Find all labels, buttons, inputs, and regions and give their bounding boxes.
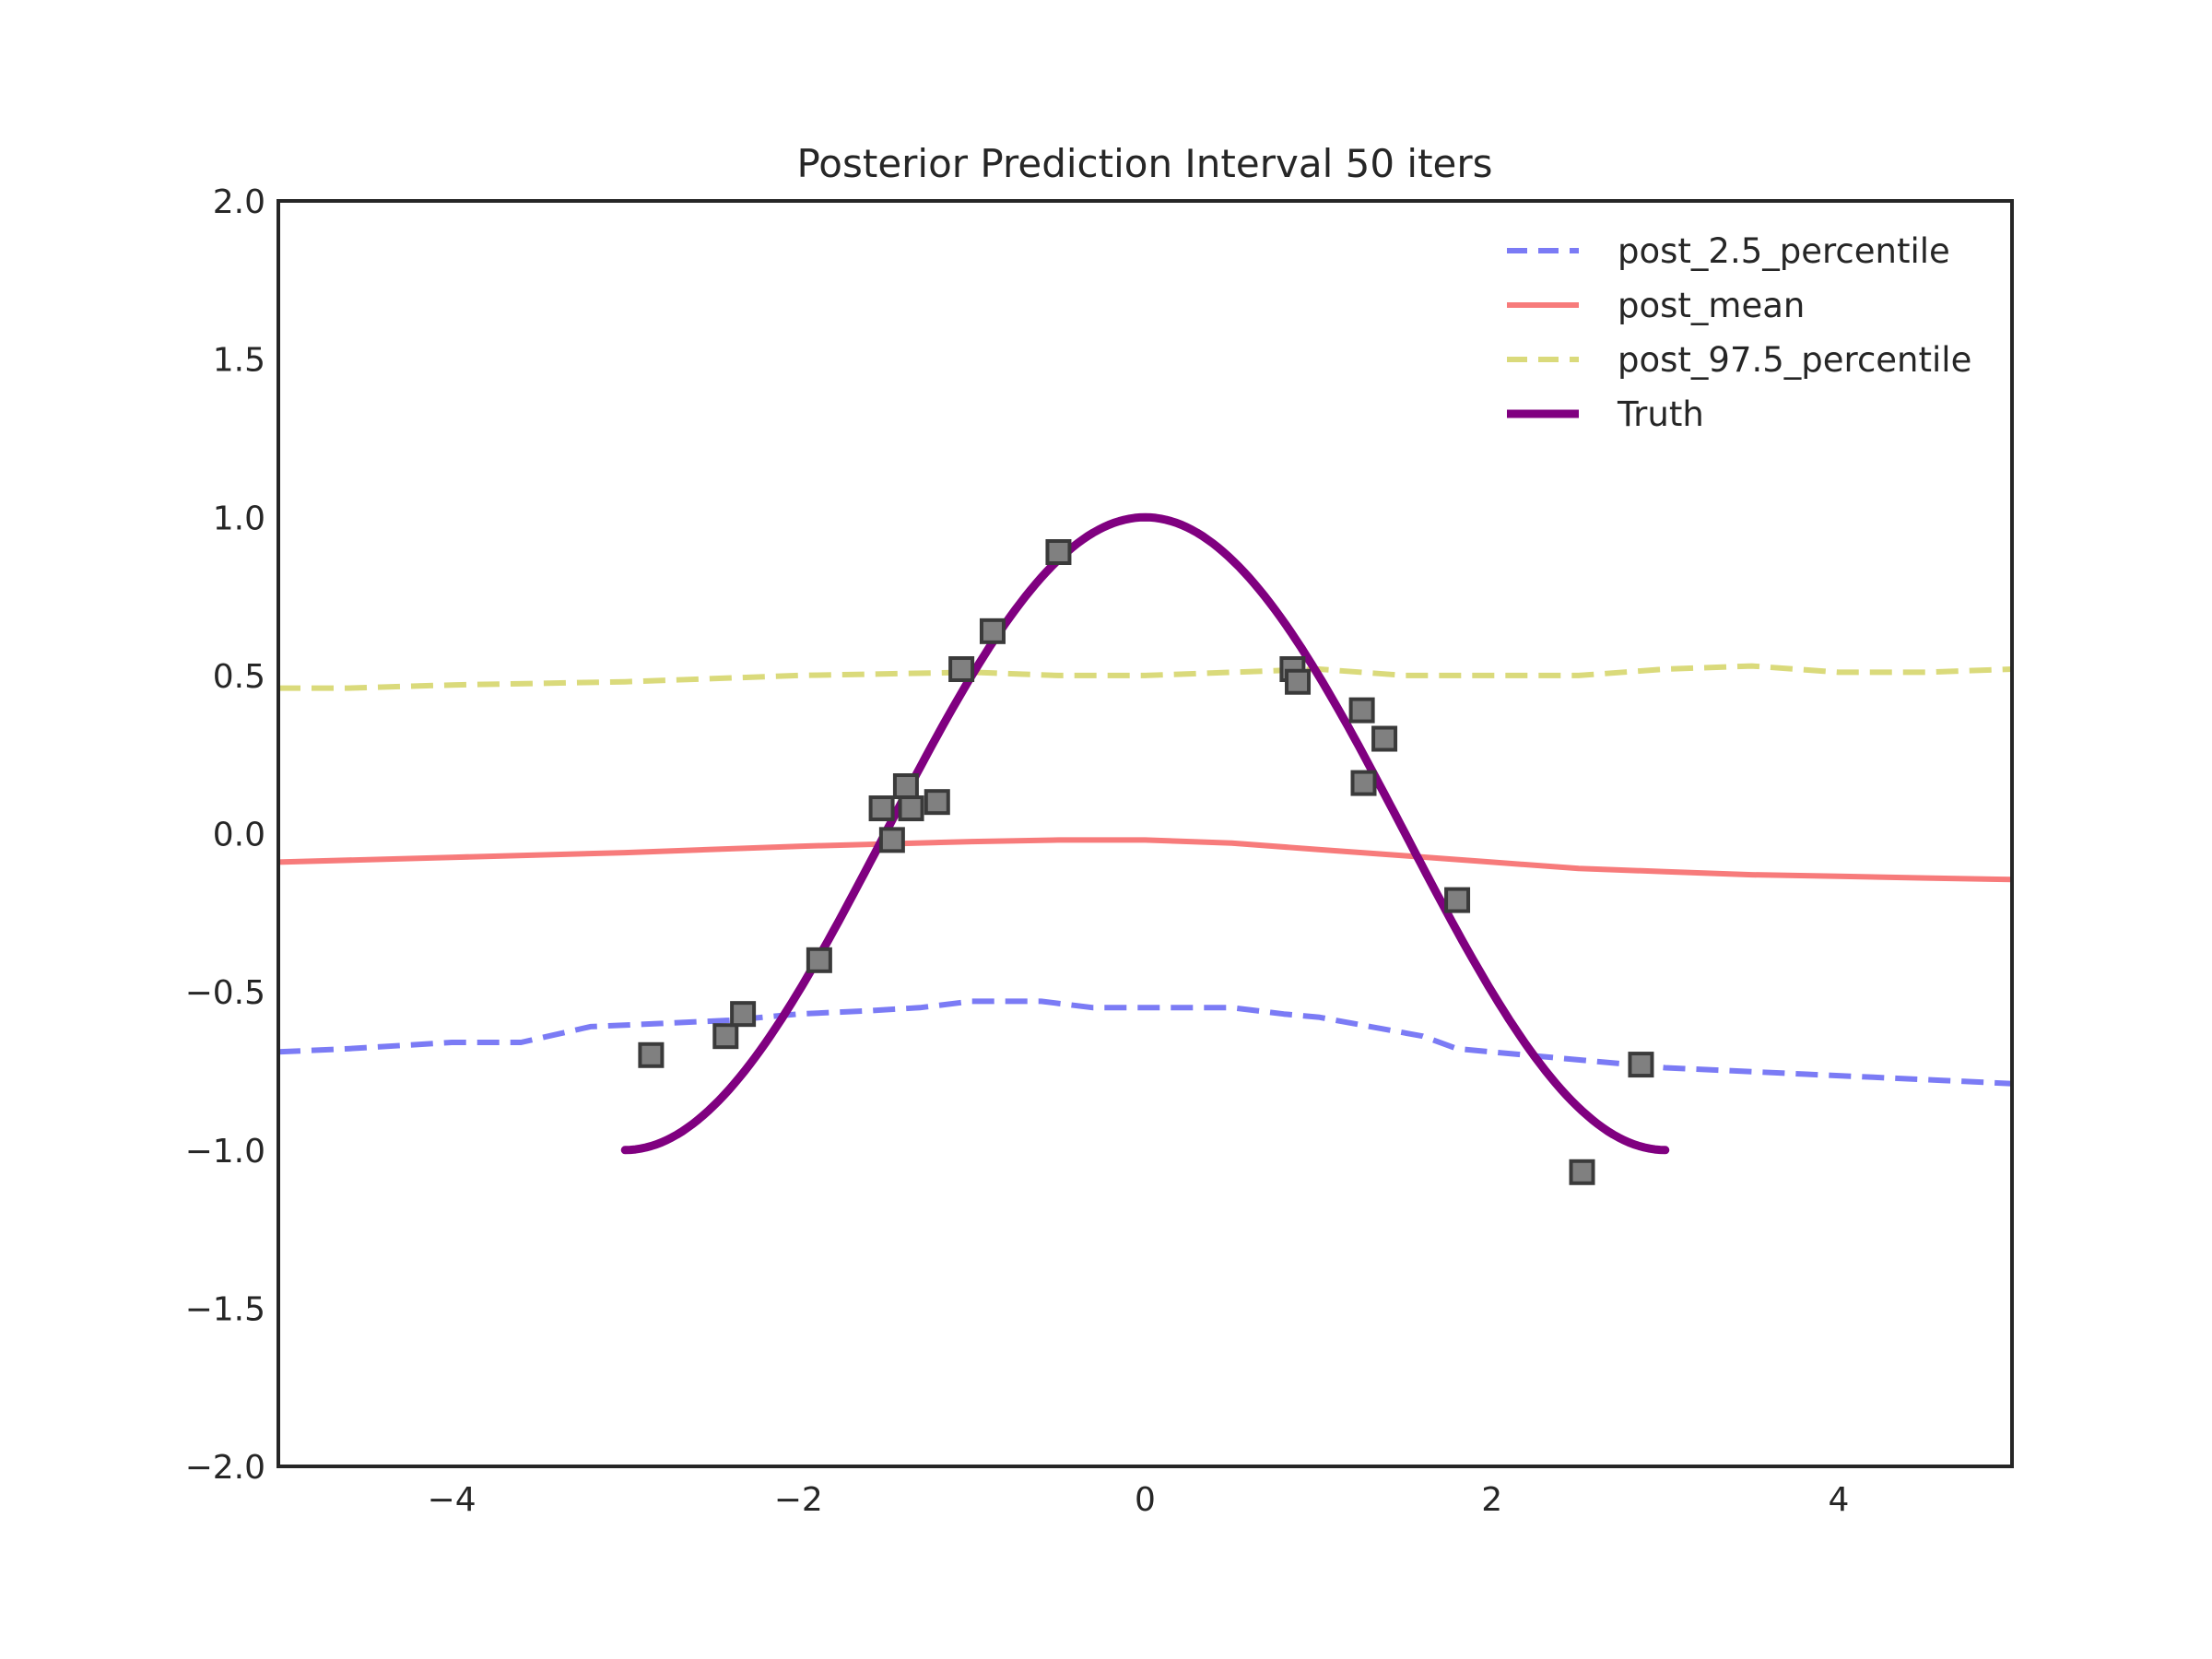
scatter-point-17 [1371,725,1398,752]
scatter-point-1 [638,1041,665,1068]
scatter-point-3 [730,1001,757,1028]
legend: post_2.5_percentile post_mean post_97.5_pe… [1507,231,1971,434]
scatter-point-8 [898,795,924,822]
scatter-point-16 [1350,770,1377,796]
scatter-point-20 [1628,1052,1654,1078]
scatter-point-12 [1045,539,1072,566]
x-axis: −4 −2 0 2 4 [428,1481,1850,1519]
plot-area [278,512,2012,1185]
x-tick-label: 4 [1828,1481,1849,1519]
scatter-point-7 [892,773,919,800]
scatter-point-11 [979,618,1006,644]
y-tick-label: 1.5 [213,342,265,380]
y-tick-label: −2.0 [185,1449,265,1487]
scatter-point-14 [1285,668,1312,695]
scatter-point-15 [1348,697,1375,724]
y-tick-label: 2.0 [213,183,265,221]
scatter-point-5 [868,795,895,822]
y-tick-label: −0.5 [185,974,265,1012]
series-line-post-97-5-percentile [278,663,2012,691]
y-axis: −2.0 −1.5 −1.0 −0.5 0.0 0.5 1.0 1.5 2.0 [185,183,265,1487]
x-tick-label: 2 [1481,1481,1502,1519]
series-line-truth [620,512,1670,1155]
y-tick-label: −1.5 [185,1290,265,1328]
scatter-point-2 [712,1023,739,1050]
x-tick-label: −4 [428,1481,477,1519]
chart-title: Posterior Prediction Interval 50 iters [796,141,1492,186]
x-tick-label: 0 [1135,1481,1156,1519]
y-tick-label: 0.5 [213,658,265,696]
legend-label-post-97-5-percentile: post_97.5_percentile [1618,340,1971,380]
scatter-point-10 [948,656,975,683]
y-tick-label: 1.0 [213,500,265,537]
scatter-point-18 [1444,887,1471,913]
scatter-point-6 [878,827,905,853]
y-tick-label: 0.0 [213,817,265,854]
axes-frame [276,199,2014,1468]
legend-label-truth: Truth [1617,394,1704,434]
legend-label-post-mean: post_mean [1618,286,1805,325]
scatter-point-4 [806,947,832,973]
y-tick-label: −1.0 [185,1133,265,1171]
x-tick-label: −2 [774,1481,823,1519]
scatter-point-19 [1569,1159,1595,1185]
legend-label-post-2-5-percentile: post_2.5_percentile [1618,231,1950,271]
series-line-post-mean [278,837,2012,883]
scatter-point-9 [924,789,950,816]
